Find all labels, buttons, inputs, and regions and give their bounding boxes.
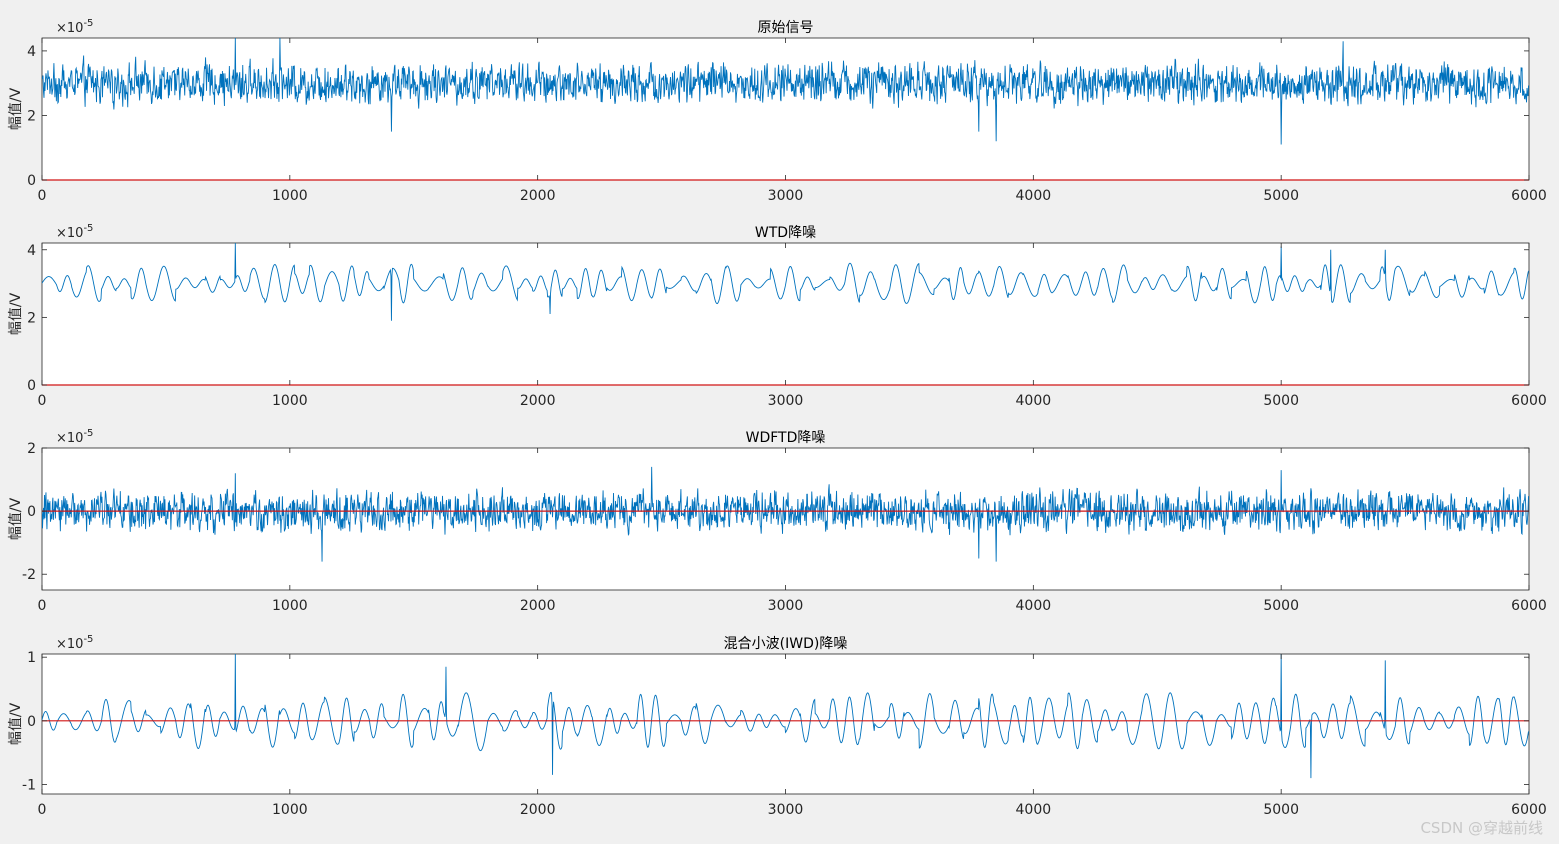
x-tick-label: 2000 xyxy=(520,598,556,614)
subplot-title: 原始信号 xyxy=(758,20,814,36)
x-tick-label: 5000 xyxy=(1263,188,1299,204)
signal-series-line xyxy=(42,654,1529,779)
x-tick-label: 4000 xyxy=(1016,598,1052,614)
x-tick-label: 2000 xyxy=(520,393,556,409)
x-tick-label: 2000 xyxy=(520,188,556,204)
x-tick-label: 3000 xyxy=(768,598,804,614)
subplot-4: 0 1000 2000 3000 4000 5000 6000-101×10-5 混合小波(I… xyxy=(8,634,1547,818)
y-tick-label: 2 xyxy=(27,108,36,124)
y-tick-label: 0 xyxy=(27,173,36,189)
y-tick-label: 1 xyxy=(27,650,36,666)
y-exponent-label: ×10-5 xyxy=(56,634,93,652)
y-exponent-label: ×10-5 xyxy=(56,18,93,36)
x-tick-label: 1000 xyxy=(272,598,308,614)
x-tick-label: 0 xyxy=(38,802,47,818)
y-axis-label: 幅值/V xyxy=(8,87,24,130)
x-tick-label: 0 xyxy=(38,393,47,409)
x-tick-label: 2000 xyxy=(520,802,556,818)
y-tick-label: 2 xyxy=(27,441,36,457)
x-tick-label: 3000 xyxy=(768,188,804,204)
subplot-title: WTD降噪 xyxy=(755,225,816,241)
subplot-1: 0 1000 2000 3000 4000 5000 6000 0 2 4 ×10-5 原始信号幅值/… xyxy=(8,18,1547,204)
x-tick-label: 6000 xyxy=(1511,393,1547,409)
y-axis-label: 幅值/V xyxy=(8,292,24,335)
y-axis-label: 幅值/V xyxy=(8,702,24,745)
axes-frame xyxy=(41,653,1530,795)
x-tick-label: 1000 xyxy=(272,802,308,818)
x-tick-label: 5000 xyxy=(1263,802,1299,818)
y-exponent-label: ×10-5 xyxy=(56,223,93,241)
y-tick-label: 0 xyxy=(27,378,36,394)
subplot-2: 0 1000 2000 3000 4000 5000 6000 0 2 4 ×10-5 WTD降噪幅值… xyxy=(8,223,1547,409)
y-tick-label: 4 xyxy=(27,44,36,60)
x-tick-label: 0 xyxy=(38,188,47,204)
x-tick-label: 6000 xyxy=(1511,598,1547,614)
y-axis-label: 幅值/V xyxy=(8,497,24,540)
x-tick-label: 3000 xyxy=(768,393,804,409)
y-tick-label: 4 xyxy=(27,243,36,259)
axes-frame xyxy=(41,37,1530,181)
x-tick-label: 3000 xyxy=(768,802,804,818)
y-tick-label: 0 xyxy=(27,504,36,520)
x-tick-label: 1000 xyxy=(272,393,308,409)
x-tick-label: 1000 xyxy=(272,188,308,204)
x-tick-label: 0 xyxy=(38,598,47,614)
y-tick-label: 0 xyxy=(27,714,36,730)
subplot-title: 混合小波(IWD)降噪 xyxy=(724,636,848,652)
watermark-text: CSDN @穿越前线 xyxy=(1420,819,1543,837)
axes-frame xyxy=(41,242,1530,386)
x-tick-label: 6000 xyxy=(1511,802,1547,818)
subplot-title: WDFTD降噪 xyxy=(746,430,826,446)
signal-series-line xyxy=(42,38,1529,145)
x-tick-label: 4000 xyxy=(1016,188,1052,204)
x-tick-label: 4000 xyxy=(1016,802,1052,818)
x-tick-label: 5000 xyxy=(1263,393,1299,409)
subplot-3: 0 1000 2000 3000 4000 5000 6000-202×10-5 WDFTD降… xyxy=(8,428,1547,614)
x-tick-label: 5000 xyxy=(1263,598,1299,614)
x-tick-label: 4000 xyxy=(1016,393,1052,409)
y-exponent-label: ×10-5 xyxy=(56,428,93,446)
signal-series-line xyxy=(42,243,1529,321)
x-tick-label: 6000 xyxy=(1511,188,1547,204)
y-tick-label: -1 xyxy=(22,777,36,793)
y-tick-label: 2 xyxy=(27,310,36,326)
y-tick-label: -2 xyxy=(22,567,36,583)
